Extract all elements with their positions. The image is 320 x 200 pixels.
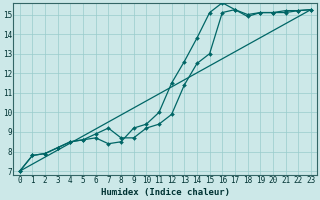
- X-axis label: Humidex (Indice chaleur): Humidex (Indice chaleur): [101, 188, 230, 197]
